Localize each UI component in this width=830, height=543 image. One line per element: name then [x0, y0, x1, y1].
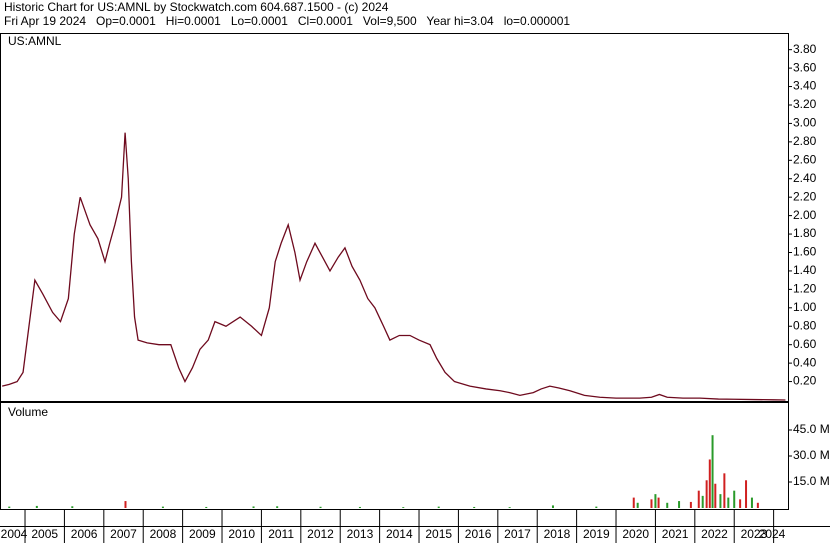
y-tick-label: 0.40	[793, 355, 817, 369]
x-tick-label: 2021	[662, 527, 689, 541]
volume-bar	[124, 501, 127, 508]
volume-bar	[701, 495, 704, 508]
x-tick-label: 2011	[268, 527, 294, 541]
volume-bar	[739, 499, 742, 508]
y-tick-label: 2.20	[793, 189, 817, 203]
volume-bar	[276, 506, 279, 508]
volume-bar	[35, 505, 38, 508]
volume-bar	[711, 435, 714, 508]
x-tick-label: 2019	[583, 527, 610, 541]
x-tick-label: 2009	[189, 527, 216, 541]
volume-bar	[161, 506, 164, 508]
volume-bar	[657, 497, 660, 508]
y-tick-label: 45.0 M	[793, 422, 830, 436]
y-tick-label: 3.00	[793, 116, 817, 130]
x-tick-label: 2010	[228, 527, 255, 541]
volume-bar	[595, 506, 598, 508]
volume-bar	[723, 473, 726, 508]
y-tick-label: 0.60	[793, 337, 817, 351]
panel-title: Volume	[8, 405, 48, 419]
y-tick-label: 15.0 M	[793, 474, 830, 488]
y-tick-label: 2.60	[793, 152, 817, 166]
volume-bar	[745, 480, 748, 508]
volume-bar	[689, 501, 692, 508]
volume-bar	[402, 507, 405, 508]
volume-bar	[719, 494, 722, 508]
y-tick-label: 0.20	[793, 374, 817, 388]
y-tick-label: 1.60	[793, 245, 817, 259]
x-tick-label: 2004	[1, 527, 28, 541]
y-tick-label: 0.80	[793, 318, 817, 332]
x-tick-label: 2024	[759, 527, 786, 541]
x-tick-label: 2007	[110, 527, 137, 541]
volume-bar	[654, 494, 657, 508]
y-tick-label: 3.40	[793, 79, 817, 93]
y-tick-label: 3.20	[793, 97, 817, 111]
y-tick-label: 30.0 M	[793, 448, 830, 462]
volume-panel	[0, 402, 789, 510]
volume-bar	[508, 507, 511, 508]
y-tick-label: 3.80	[793, 42, 817, 56]
volume-bar	[252, 506, 255, 508]
price-panel	[0, 33, 789, 402]
x-tick-label: 2022	[701, 527, 728, 541]
x-tick-label: 2013	[347, 527, 374, 541]
volume-bar	[650, 499, 653, 508]
chart-subtitle: Fri Apr 19 2024 Op=0.0001 Hi=0.0001 Lo=0…	[4, 14, 570, 28]
x-tick-label: 2012	[307, 527, 334, 541]
volume-bar	[733, 490, 736, 508]
y-tick-label: 3.60	[793, 60, 817, 74]
price-line	[2, 132, 786, 401]
series-label: US:AMNL	[8, 34, 62, 48]
x-tick-label: 2014	[386, 527, 413, 541]
x-tick-label: 2023	[741, 527, 768, 541]
volume-bar	[727, 497, 730, 508]
volume-bar	[666, 502, 669, 508]
y-tick-label: 1.20	[793, 282, 817, 296]
volume-bar	[678, 501, 681, 508]
volume-bar	[632, 497, 635, 508]
volume-bar	[358, 506, 361, 508]
volume-bar	[636, 502, 639, 508]
y-tick-label: 2.40	[793, 171, 817, 185]
volume-bar	[697, 490, 700, 508]
volume-bar	[708, 459, 711, 508]
x-tick-label: 2015	[425, 527, 452, 541]
volume-bar	[71, 506, 74, 508]
volume-bar	[8, 506, 11, 508]
y-tick-label: 2.80	[793, 134, 817, 148]
volume-bar	[473, 506, 476, 508]
volume-bar	[205, 506, 208, 508]
volume-bar	[750, 497, 753, 508]
volume-bar	[551, 505, 554, 508]
x-tick-label: 2008	[150, 527, 177, 541]
volume-bar	[437, 506, 440, 508]
y-tick-label: 1.40	[793, 263, 817, 277]
x-tick-label: 2006	[71, 527, 98, 541]
y-tick-label: 1.80	[793, 226, 817, 240]
x-tick-label: 2005	[31, 527, 58, 541]
y-tick-label: 2.00	[793, 208, 817, 222]
x-tick-label: 2016	[465, 527, 492, 541]
x-tick-label: 2017	[504, 527, 531, 541]
x-tick-label: 2018	[544, 527, 571, 541]
x-tick-label: 2020	[622, 527, 649, 541]
volume-bar	[756, 502, 759, 508]
volume-bar	[319, 506, 322, 508]
chart-title: Historic Chart for US:AMNL by Stockwatch…	[4, 0, 389, 14]
y-tick-label: 1.00	[793, 300, 817, 314]
volume-bar	[705, 480, 708, 508]
volume-bar	[714, 483, 717, 508]
